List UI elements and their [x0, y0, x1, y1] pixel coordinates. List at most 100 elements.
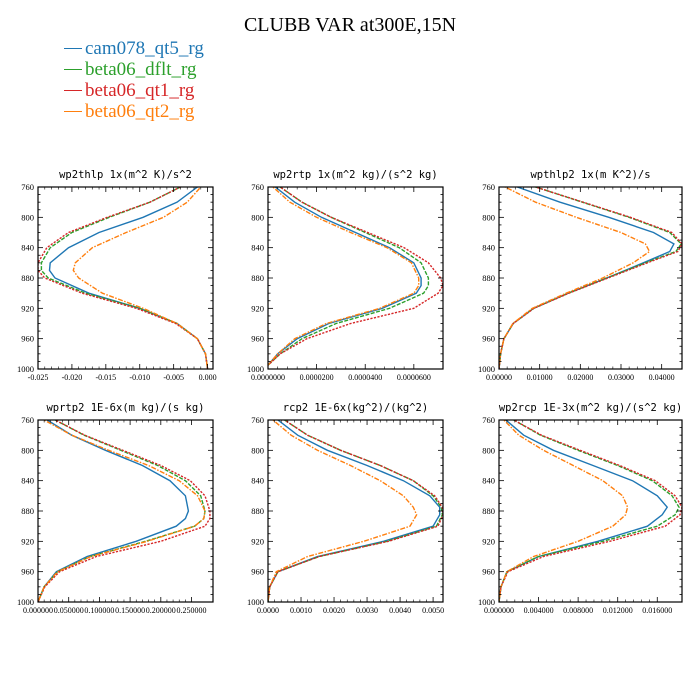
- series-line: [499, 420, 682, 602]
- y-tick-label: 880: [21, 273, 34, 283]
- x-tick-label: 0.000000: [23, 606, 53, 615]
- y-tick-label: 1000: [247, 597, 264, 607]
- series-line: [499, 420, 669, 602]
- x-tick-label: 0.000: [199, 373, 217, 382]
- legend: cam078_qt5_rg beta06_dflt_rg beta06_qt1_…: [64, 38, 204, 122]
- legend-swatch: [64, 48, 82, 49]
- plot-frame: [498, 419, 683, 603]
- legend-label: beta06_qt2_rg: [85, 101, 195, 122]
- plot-frame: [37, 186, 214, 370]
- y-tick-label: 960: [251, 334, 264, 344]
- y-tick-label: 920: [482, 536, 495, 546]
- y-tick-label: 840: [482, 476, 495, 486]
- x-tick-label: 0.0000200: [300, 373, 334, 382]
- chart-panel: wp2rcp 1E-3x(m^2 kg)/(s^2 kg) 760 800 840 88…: [478, 402, 683, 615]
- series-line: [268, 420, 443, 602]
- y-tick-label: 1000: [17, 364, 34, 374]
- x-tick-label: 0.00000: [486, 373, 512, 382]
- y-tick-label: 920: [21, 303, 34, 313]
- x-tick-label: 0.0050: [422, 606, 444, 615]
- x-tick-label: 0.0010: [290, 606, 312, 615]
- x-tick-label: 0.0000400: [348, 373, 382, 382]
- y-tick-label: 1000: [17, 597, 34, 607]
- y-tick-label: 960: [251, 567, 264, 577]
- series-line: [268, 187, 420, 366]
- plot-frame: [267, 419, 444, 603]
- y-tick-label: 760: [251, 182, 264, 192]
- y-tick-label: 840: [21, 476, 34, 486]
- x-tick-label: 0.0040: [389, 606, 411, 615]
- series-line: [268, 187, 422, 366]
- y-tick-label: 840: [251, 243, 264, 253]
- y-tick-label: 960: [21, 567, 34, 577]
- x-tick-label: 0.012000: [603, 606, 633, 615]
- panel-title: wp2rcp 1E-3x(m^2 kg)/(s^2 kg): [499, 402, 682, 414]
- series-line: [38, 420, 206, 602]
- chart-panel: wpthlp2 1x(m K^2)/s 760 800 840 880 920 960 100…: [478, 169, 683, 382]
- y-tick-label: 960: [21, 334, 34, 344]
- series-line: [499, 187, 651, 369]
- plot-frame: [498, 186, 683, 370]
- series-line: [38, 420, 211, 602]
- y-tick-label: 960: [482, 567, 495, 577]
- y-tick-label: 880: [21, 506, 34, 516]
- y-tick-label: 760: [21, 182, 34, 192]
- series-line: [40, 187, 209, 369]
- y-tick-label: 760: [21, 415, 34, 425]
- y-tick-label: 920: [251, 303, 264, 313]
- legend-label: beta06_qt1_rg: [85, 80, 195, 101]
- panel-title: wp2thlp 1x(m^2 K)/s^2: [59, 169, 192, 181]
- y-tick-label: 840: [482, 243, 495, 253]
- legend-swatch: [64, 90, 82, 91]
- legend-item: beta06_qt2_rg: [64, 101, 204, 122]
- chart-panel: wp2rtp 1x(m^2 kg)/(s^2 kg) 760 800 840 880 92…: [247, 169, 444, 382]
- y-tick-label: 920: [251, 536, 264, 546]
- y-tick-label: 800: [482, 212, 495, 222]
- x-tick-label: 0.050000: [54, 606, 84, 615]
- y-tick-label: 760: [251, 415, 264, 425]
- chart-panel: rcp2 1E-6x(kg^2)/(kg^2) 760 800 840 880 920 96…: [247, 402, 444, 615]
- x-tick-label: -0.020: [62, 373, 83, 382]
- x-tick-label: 0.100000: [84, 606, 114, 615]
- y-tick-label: 800: [251, 445, 264, 455]
- x-tick-label: 0.250000: [177, 606, 207, 615]
- y-tick-label: 920: [482, 303, 495, 313]
- y-tick-label: 840: [21, 243, 34, 253]
- x-tick-label: 0.03000: [608, 373, 634, 382]
- x-tick-label: 0.02000: [567, 373, 593, 382]
- y-tick-label: 1000: [247, 364, 264, 374]
- series-line: [499, 420, 680, 602]
- x-tick-label: 0.0000600: [397, 373, 431, 382]
- panel-title: rcp2 1E-6x(kg^2)/(kg^2): [283, 402, 428, 414]
- x-tick-label: -0.010: [129, 373, 150, 382]
- x-tick-label: 0.0020: [323, 606, 345, 615]
- y-tick-label: 1000: [478, 597, 495, 607]
- y-tick-label: 880: [482, 506, 495, 516]
- x-tick-label: 0.008000: [563, 606, 593, 615]
- y-tick-label: 800: [482, 445, 495, 455]
- legend-swatch: [64, 69, 82, 70]
- y-tick-label: 960: [482, 334, 495, 344]
- legend-item: beta06_qt1_rg: [64, 80, 204, 101]
- y-tick-label: 800: [21, 212, 34, 222]
- chart-panel: wprtp2 1E-6x(m kg)/(s kg) 760 800 840 880 920…: [17, 402, 214, 615]
- x-tick-label: -0.025: [28, 373, 49, 382]
- y-tick-label: 800: [21, 445, 34, 455]
- y-tick-label: 840: [251, 476, 264, 486]
- legend-label: cam078_qt5_rg: [85, 38, 204, 59]
- series-line: [38, 420, 190, 602]
- legend-label: beta06_dflt_rg: [85, 59, 197, 80]
- series-line: [268, 187, 430, 366]
- series-line: [499, 187, 675, 369]
- series-line: [72, 187, 209, 369]
- x-tick-label: 0.150000: [115, 606, 145, 615]
- y-tick-label: 1000: [478, 364, 495, 374]
- plot-frame: [37, 419, 214, 603]
- x-tick-label: 0.016000: [642, 606, 672, 615]
- y-tick-label: 880: [251, 506, 264, 516]
- chart-panel: wp2thlp 1x(m^2 K)/s^2 760 800 840 880 920 960 1…: [17, 169, 217, 382]
- x-tick-label: 0.01000: [527, 373, 553, 382]
- x-tick-label: 0.0000000: [251, 373, 285, 382]
- y-tick-label: 800: [251, 212, 264, 222]
